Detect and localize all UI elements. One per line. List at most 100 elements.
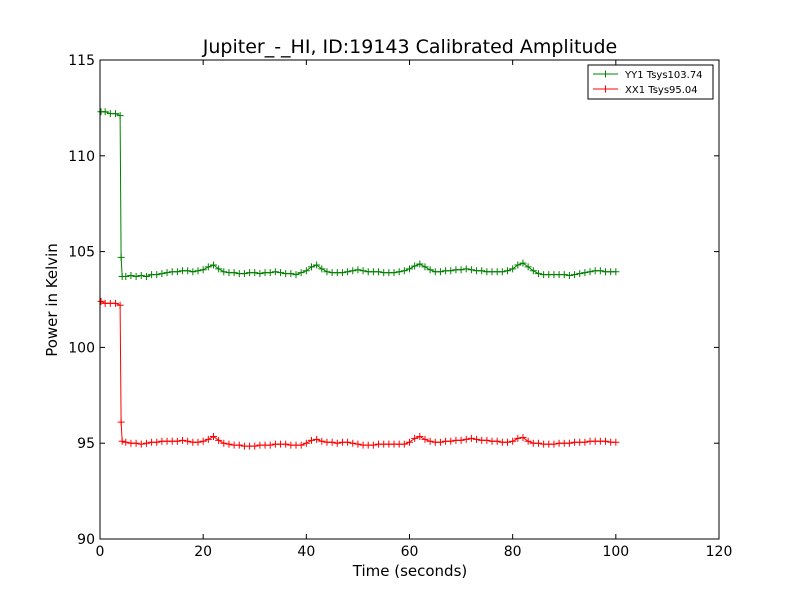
data-point [292,271,300,279]
data-point [550,440,558,448]
data-point [215,436,223,444]
data-point [602,437,610,445]
data-point [127,272,135,280]
data-point [209,432,217,440]
legend-marker [602,85,609,93]
data-point [184,267,192,275]
data-point [586,268,594,276]
data-point [240,270,248,278]
data-point [117,253,125,261]
data-point [576,270,584,278]
data-point [209,261,217,269]
data-point [344,268,352,276]
legend-box [587,64,714,100]
data-point [509,437,517,445]
data-point [230,269,238,277]
data-point [189,268,197,276]
data-point [153,271,161,279]
data-point [307,263,315,271]
data-point [199,266,207,274]
data-point [416,432,424,440]
data-point [153,438,161,446]
x-tick-label: 20 [194,544,212,560]
data-point [400,440,408,448]
data-point [323,268,331,276]
data-point [179,436,187,444]
data-point [447,267,455,275]
data-point [173,437,181,445]
data-point [395,268,403,276]
y-tick-label: 100 [68,340,95,356]
x-axis-label: Time (seconds) [352,562,468,580]
data-point [204,263,212,271]
data-point [122,438,130,446]
data-point [478,267,486,275]
data-point [118,437,126,445]
data-point [483,436,491,444]
x-tick-label: 100 [602,544,629,560]
data-point [338,269,346,277]
data-point [251,442,259,450]
data-point [504,438,512,446]
x-tick-label: 0 [96,544,105,560]
data-point [504,267,512,275]
data-point [467,434,475,442]
data-point [297,269,305,277]
data-point [111,299,119,307]
data-point [447,437,455,445]
data-point [354,266,362,274]
data-point [282,440,290,448]
legend: YY1 Tsys103.74 XX1 Tsys95.04 [587,64,714,100]
data-point [271,268,279,276]
data-point [509,265,517,273]
legend-marker [602,70,609,78]
data-point [457,266,465,274]
data-point [375,268,383,276]
data-point [302,439,310,447]
data-point [390,269,398,277]
y-tick-label: 90 [77,532,95,548]
data-point [220,439,228,447]
data-point [426,437,434,445]
chart-title: Jupiter_-_HI, ID:19143 Calibrated Amplit… [202,36,617,58]
data-point [111,110,119,118]
data-point [421,263,429,271]
x-tick-label: 60 [401,544,419,560]
data-point [421,435,429,443]
y-tick-label: 115 [68,53,95,69]
data-point [215,265,223,273]
data-point [354,440,362,448]
y-axis-label: Power in Kelvin [43,243,61,357]
data-point [596,267,604,275]
data-point [416,260,424,268]
data-point [462,435,470,443]
x-tick-label: 80 [504,544,522,560]
data-point [163,269,171,277]
data-point [277,269,285,277]
data-point [534,439,542,447]
data-point [142,273,150,281]
series-1 [97,297,620,450]
legend-label: YY1 Tsys103.74 [624,70,703,81]
x-tick-label: 40 [297,544,315,560]
data-point [369,441,377,449]
data-point [266,269,274,277]
data-point [519,259,527,267]
data-point [194,267,202,275]
data-point [581,269,589,277]
legend-label: XX1 Tsys95.04 [625,85,698,96]
data-point [142,439,150,447]
data-point [158,270,166,278]
data-point [411,434,419,442]
ticks-layer: 0 20 40 60 80 100 120 90 95 100 105 110 115 [68,53,732,560]
data-point [344,438,352,446]
data-point [498,268,506,276]
data-point [462,265,470,273]
data-point [251,269,259,277]
data-point [534,270,542,278]
x-tick-label: 120 [706,544,733,560]
data-point [137,272,145,280]
data-point [529,267,537,275]
data-point [132,273,140,281]
